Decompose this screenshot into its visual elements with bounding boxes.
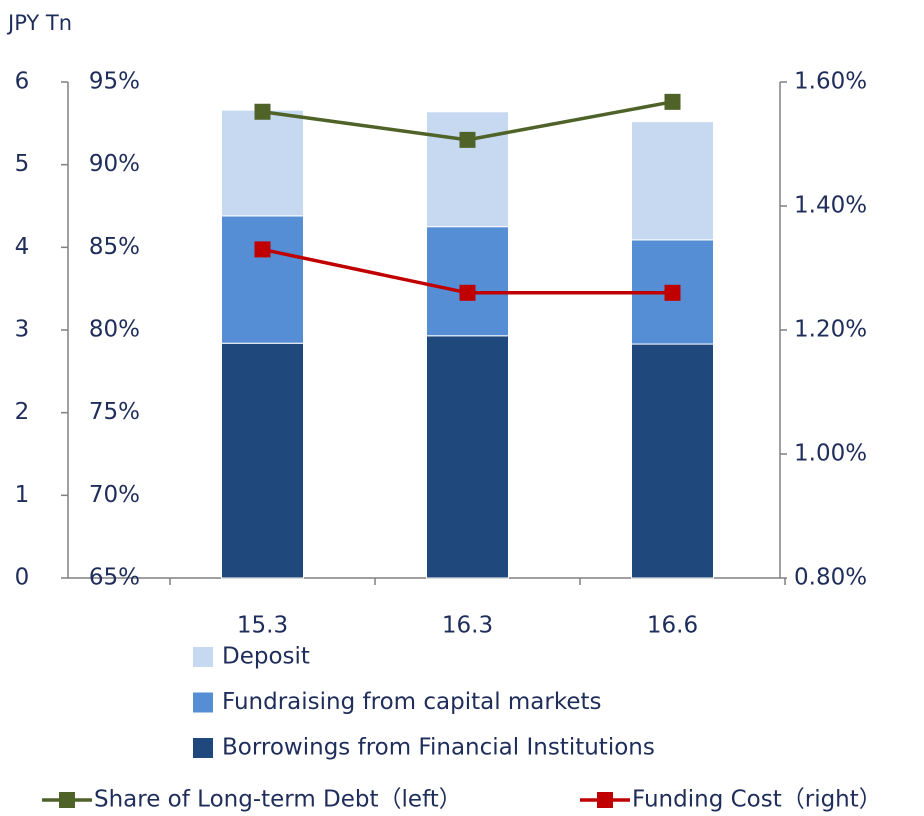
x-tick-label: 15.3 — [237, 613, 288, 639]
y-tick-label: 4 — [15, 234, 30, 260]
legend-label: Fundraising from capital markets — [222, 689, 602, 715]
legend-swatch — [193, 647, 213, 667]
bar — [426, 111, 509, 228]
bar — [221, 342, 304, 579]
y-axis-label: JPY Tn — [6, 11, 72, 35]
bar — [426, 226, 509, 337]
legend-marker — [597, 792, 613, 808]
y3-tick-label: 1.00% — [794, 441, 867, 467]
legend-label: Share of Long-term Debt（left） — [94, 787, 462, 813]
y-tick-label: 2 — [15, 399, 30, 425]
x-tick-label: 16.6 — [647, 613, 698, 639]
y-tick-label: 6 — [15, 69, 30, 95]
y3-tick-label: 1.60% — [794, 69, 867, 95]
y-tick-label: 1 — [15, 482, 30, 508]
y2-tick-label: 70% — [89, 482, 140, 508]
bar — [221, 215, 304, 344]
bar — [631, 343, 714, 579]
y-tick-label: 3 — [15, 317, 30, 343]
y-tick-label: 0 — [15, 565, 30, 591]
bar — [631, 121, 714, 241]
y2-tick-label: 85% — [89, 234, 140, 260]
bar — [426, 335, 509, 579]
y-tick-label: 5 — [15, 151, 30, 177]
y2-tick-label: 75% — [89, 399, 140, 425]
marker — [459, 131, 476, 148]
legend-label: Funding Cost（right） — [632, 787, 882, 813]
y2-tick-label: 65% — [89, 565, 140, 591]
bar — [221, 109, 304, 217]
legend-label: Borrowings from Financial Institutions — [222, 735, 655, 761]
y3-tick-label: 1.20% — [794, 317, 867, 343]
y2-tick-label: 95% — [89, 69, 140, 95]
legend-marker — [59, 792, 75, 808]
legend-swatch — [193, 738, 213, 758]
marker — [254, 241, 271, 258]
y3-tick-label: 0.80% — [794, 565, 867, 591]
x-tick-label: 16.3 — [442, 613, 493, 639]
legend-label: Deposit — [222, 644, 310, 670]
marker — [664, 93, 681, 110]
y3-tick-label: 1.40% — [794, 193, 867, 219]
marker — [254, 103, 271, 120]
y2-tick-label: 80% — [89, 317, 140, 343]
marker — [664, 284, 681, 301]
legend-swatch — [193, 692, 213, 713]
marker — [459, 284, 476, 301]
y2-tick-label: 90% — [89, 151, 140, 177]
